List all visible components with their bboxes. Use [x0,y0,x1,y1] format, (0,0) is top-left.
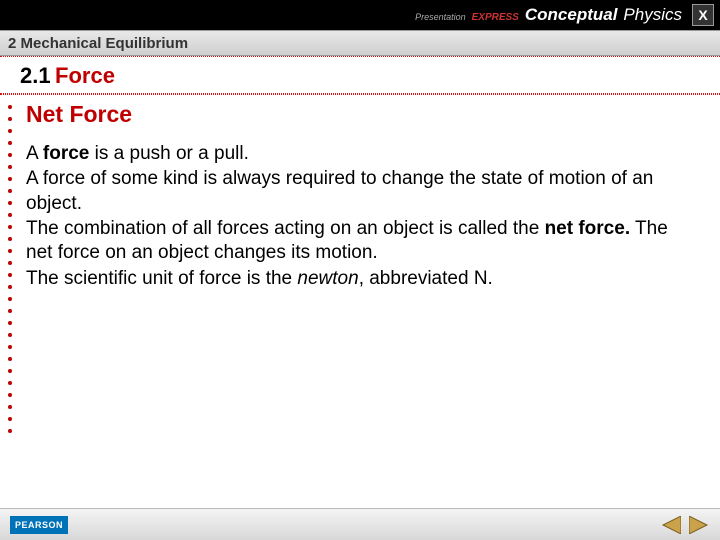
p4-post: , abbreviated N. [359,268,493,289]
chapter-number: 2 [8,35,16,52]
margin-dot [8,393,12,397]
margin-dot [8,201,12,205]
margin-dot [8,417,12,421]
section-name: Force [55,63,115,88]
publisher-logo: PEARSON [10,516,68,534]
margin-dot [8,141,12,145]
p1-pre: A [26,143,43,164]
section-bar: 2.1 Force [0,56,720,94]
paragraph-1: A force is a push or a pull. [26,142,690,166]
close-icon: X [698,7,707,23]
section-number: 2.1 [20,63,51,88]
margin-dot [8,105,12,109]
next-button[interactable] [688,515,710,535]
paragraph-3: The combination of all forces acting on … [26,217,690,266]
margin-dot [8,261,12,265]
margin-dot [8,273,12,277]
brand-group: Presentation EXPRESS Conceptual Physics [415,5,682,25]
p1-post: is a push or a pull. [89,143,248,164]
footer-bar: PEARSON [0,508,720,540]
slide-subtitle: Net Force [26,101,690,128]
margin-dot [8,129,12,133]
margin-dot [8,357,12,361]
margin-dot [8,297,12,301]
margin-dot [8,369,12,373]
margin-dot [8,189,12,193]
dotted-margin [0,95,20,433]
p3-bold: net force. [545,218,631,239]
margin-dot [8,405,12,409]
p3-pre: The combination of all forces acting on … [26,218,545,239]
margin-dot [8,321,12,325]
margin-dot [8,165,12,169]
margin-dot [8,345,12,349]
brand-physics: Physics [623,5,682,25]
chapter-bar: 2 Mechanical Equilibrium [0,30,720,56]
p1-bold: force [43,143,89,164]
margin-dot [8,333,12,337]
arrow-left-icon [661,516,681,534]
arrow-right-icon [689,516,709,534]
chapter-title: Mechanical Equilibrium [21,35,189,52]
margin-dot [8,381,12,385]
margin-dot [8,177,12,181]
body-text: A force is a push or a pull. A force of … [26,142,690,291]
prev-button[interactable] [660,515,682,535]
margin-dot [8,249,12,253]
content-area: Net Force A force is a push or a pull. A… [0,94,720,433]
title-bar: Presentation EXPRESS Conceptual Physics … [0,0,720,30]
nav-arrows [660,515,710,535]
main-content: Net Force A force is a push or a pull. A… [20,95,720,433]
express-label: EXPRESS [472,12,519,23]
paragraph-2: A force of some kind is always required … [26,167,690,216]
margin-dot [8,213,12,217]
paragraph-4: The scientific unit of force is the newt… [26,267,690,291]
brand-conceptual: Conceptual [525,5,618,25]
margin-dot [8,117,12,121]
margin-dot [8,237,12,241]
close-button[interactable]: X [692,4,714,26]
margin-dot [8,153,12,157]
margin-dot [8,285,12,289]
margin-dot [8,225,12,229]
margin-dot [8,309,12,313]
p4-pre: The scientific unit of force is the [26,268,297,289]
p4-italic: newton [297,268,358,289]
presentation-label: Presentation [415,12,466,22]
margin-dot [8,429,12,433]
